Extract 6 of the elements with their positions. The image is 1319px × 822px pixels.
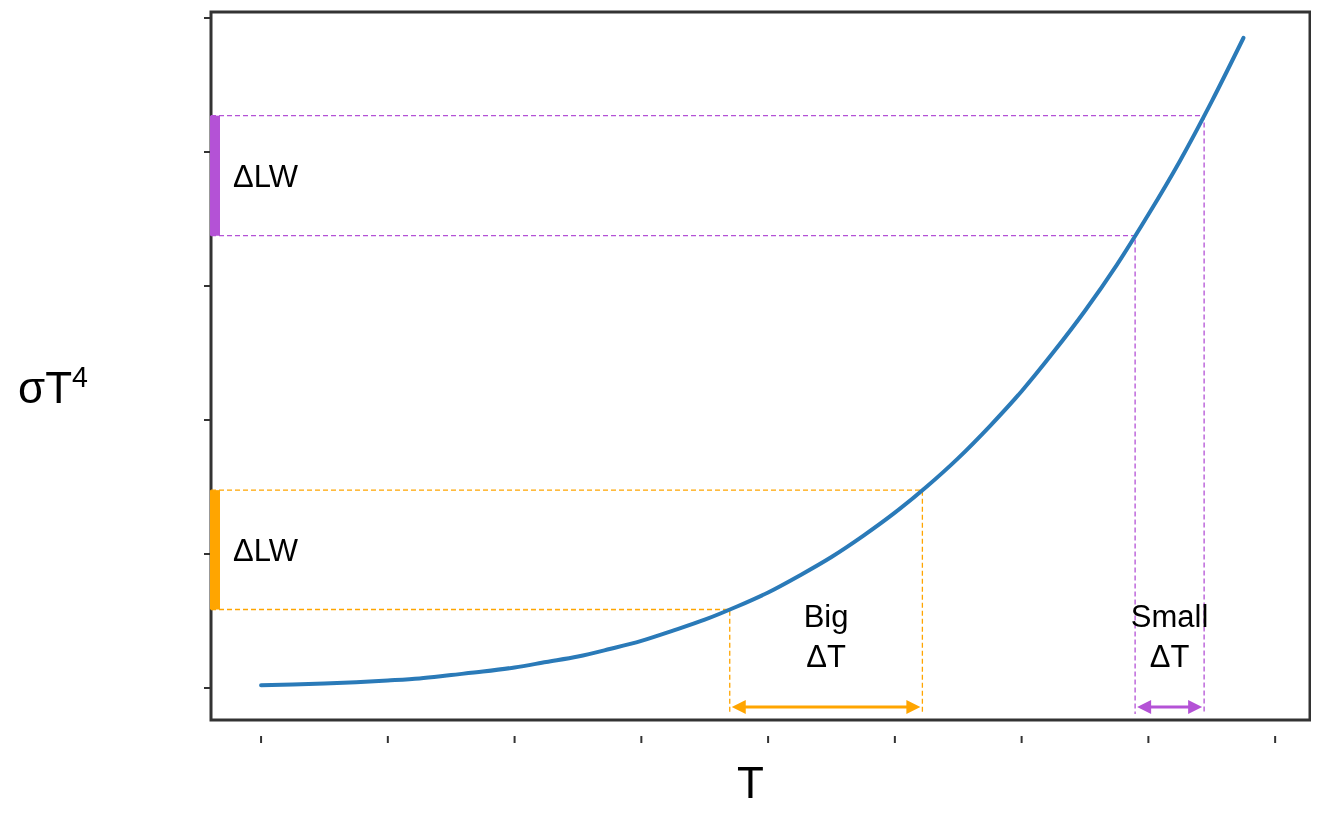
annotation: Small ΔT [1130,599,1209,674]
x-axis-title: T [737,758,764,807]
annotation: Big ΔT [803,599,849,674]
y-axis-title: σT$^{4}$ [18,361,89,412]
ref-line-label: ΔLW [233,532,299,568]
ref-line-label: ΔLW [233,158,299,194]
